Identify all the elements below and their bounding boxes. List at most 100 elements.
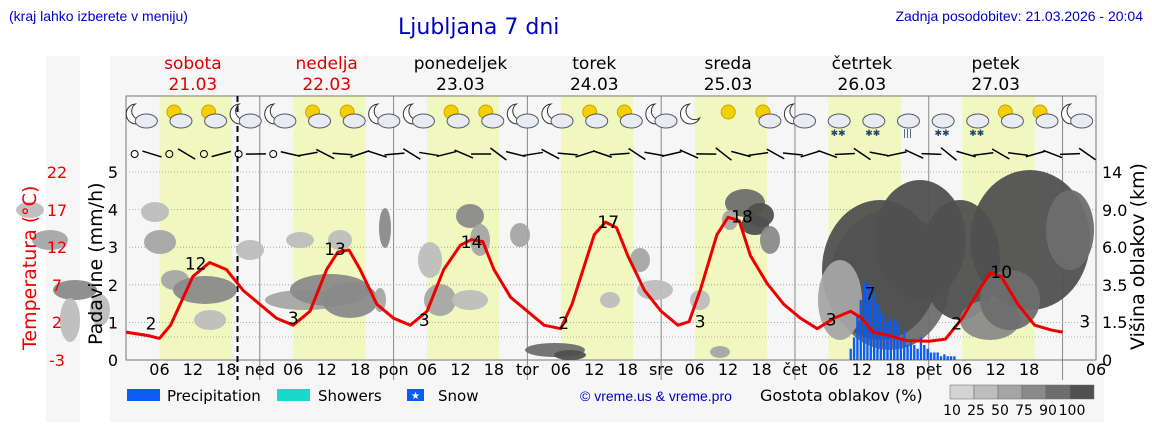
- wind-barb-icon: [940, 147, 958, 161]
- x-tick-label: 06: [551, 360, 571, 379]
- day-date: 27.03: [971, 75, 1020, 95]
- cloud-density-swatch: [1069, 384, 1095, 400]
- temperature-label: 14: [461, 233, 483, 253]
- svg-text:✱✱: ✱✱: [831, 129, 846, 139]
- precip-axis-title: Padavine (mm/h): [85, 182, 107, 345]
- x-day-label: pet: [916, 360, 942, 379]
- daylight-band: [560, 96, 634, 360]
- moon-cloud-icon: [125, 103, 158, 129]
- snow-star-icon: ★: [411, 391, 420, 402]
- wind-barb-icon: [853, 147, 871, 161]
- cloud-density-swatch: [949, 384, 975, 400]
- precip-bar: [872, 292, 876, 360]
- cloud-density-tick-label: 25: [967, 403, 985, 419]
- last-updated: Zadnja posodobitev: 21.03.2026 - 20:04: [895, 8, 1143, 24]
- wind-barb-icon: [956, 150, 976, 158]
- cloud-height-axis-title: Višina oblakov (km): [1127, 163, 1149, 350]
- moon-cloud-icon: [506, 103, 539, 129]
- wind-calm-icon: [234, 150, 243, 158]
- cloud-height-tick-label: 0: [1102, 351, 1112, 370]
- wind-barb-icon: [782, 152, 803, 156]
- wind-calm-icon: [165, 150, 174, 158]
- moon-cloud-icon: [1061, 103, 1094, 129]
- cloud-density-swatch: [997, 384, 1023, 400]
- x-day-label: tor: [516, 360, 539, 379]
- wind-barb-icon: [177, 148, 196, 160]
- wind-barb-icon: [489, 147, 507, 161]
- cloud-cover-area: [424, 284, 456, 316]
- moon-icon: [680, 103, 701, 125]
- x-tick-label: 06: [283, 360, 303, 379]
- cloud-cover-area: [600, 292, 620, 308]
- wind-barb-icon: [142, 150, 162, 158]
- precip-bar: [919, 337, 923, 360]
- temperature-axis-title: Temperatura (°C): [19, 186, 41, 351]
- snow-cloud-icon: ✱✱: [827, 113, 851, 139]
- wind-barb-icon: [1059, 152, 1081, 156]
- temperature-tick-label: 2: [52, 313, 62, 332]
- sun-icon: [720, 104, 736, 120]
- showers-legend-swatch: [277, 389, 310, 401]
- wind-barb-icon: [297, 151, 318, 157]
- cloud-cover-area: [32, 230, 68, 250]
- temperature-label: 3: [695, 312, 706, 332]
- temperature-tick-label: 22: [47, 163, 67, 182]
- precip-bar: [866, 284, 869, 360]
- wind-calm-icon: [269, 150, 278, 158]
- wind-barb-icon: [886, 151, 907, 157]
- moon-cloud-icon: [264, 103, 297, 129]
- cloud-cover-area: [379, 208, 391, 248]
- cloud-cover-area: [456, 204, 484, 228]
- precip-bar: [849, 348, 852, 360]
- showers-legend-label: Showers: [318, 387, 382, 405]
- cloud-cover-area: [760, 226, 780, 254]
- x-day-label: ned: [245, 360, 275, 379]
- precip-bar: [923, 344, 926, 360]
- precip-bar: [929, 352, 933, 360]
- precip-tick-label: 0: [108, 351, 118, 370]
- wind-barb-icon: [315, 148, 335, 160]
- cloud-density-tick-label: 75: [1015, 403, 1033, 419]
- wind-barb-icon: [991, 148, 1010, 160]
- wind-barb-icon: [384, 152, 405, 156]
- cloud-cover-area: [144, 230, 176, 254]
- moon-cloud-icon: [783, 103, 817, 129]
- precip-tick-label: 4: [108, 201, 118, 220]
- daylight-band: [293, 96, 366, 360]
- x-tick-label: 18: [885, 360, 905, 379]
- moon-cloud-icon: [368, 103, 401, 129]
- sun-cloud-icon: [1032, 104, 1059, 129]
- x-tick-label: 12: [985, 360, 1005, 379]
- wind-barb-icon: [628, 147, 646, 161]
- cloud-density-tick-label: 50: [991, 403, 1009, 419]
- precip-legend-label: Precipitation: [167, 387, 261, 405]
- wind-barb-icon: [419, 151, 440, 157]
- x-tick-label: 18: [751, 360, 771, 379]
- cloud-cover-area: [710, 346, 730, 358]
- snow-cloud-icon: ✱✱: [931, 113, 955, 139]
- wind-barb-icon: [766, 148, 785, 160]
- wind-barb-icon: [523, 151, 544, 157]
- x-tick-label: 06: [684, 360, 704, 379]
- precip-bar: [869, 284, 872, 360]
- precip-bar: [943, 354, 946, 360]
- precip-bar: [936, 352, 939, 360]
- wind-barb-icon: [904, 149, 924, 159]
- cloud-cover-area: [554, 350, 586, 360]
- cloud-density-title: Gostota oblakov (%): [760, 386, 923, 405]
- sun-cloud-icon: [582, 104, 609, 129]
- temperature-label: 3: [419, 311, 430, 331]
- temperature-label: 3: [288, 309, 299, 329]
- cloud-height-tick-label: 6.0: [1102, 238, 1127, 257]
- cloud-cover-area: [746, 203, 774, 227]
- cloud-density-swatch: [1045, 384, 1071, 400]
- wind-barb-icon: [557, 152, 578, 156]
- cloud-cover-area: [722, 210, 738, 230]
- menu-hint: (kraj lahko izberete v meniju): [9, 8, 188, 24]
- wind-barb-icon: [1025, 150, 1046, 158]
- precip-bar: [893, 318, 896, 360]
- cloud-cover-area: [630, 248, 650, 272]
- wind-barb-icon: [609, 152, 630, 156]
- wind-barb-icon: [800, 150, 820, 158]
- cloud-cover-area: [141, 202, 169, 222]
